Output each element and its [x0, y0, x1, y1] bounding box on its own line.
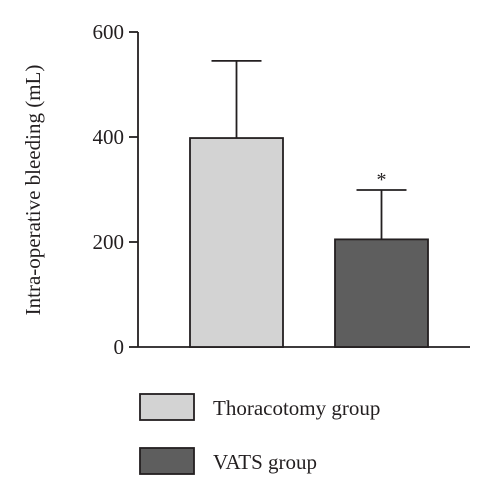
y-tick-label: 0: [114, 335, 125, 359]
bars: *: [189, 59, 429, 348]
y-tick-label: 400: [93, 125, 125, 149]
legend: Thoracotomy group VATS group: [139, 393, 380, 475]
bar: [334, 238, 429, 348]
y-axis-label: Intra-operative bleeding (mL): [21, 65, 45, 316]
legend-label: VATS group: [213, 450, 317, 474]
legend-label: Thoracotomy group: [213, 396, 380, 420]
legend-swatch: [139, 393, 195, 421]
significance-marker: *: [377, 169, 387, 191]
y-tick-label: 200: [93, 230, 125, 254]
bar: [189, 137, 284, 348]
y-tick-label: 600: [93, 20, 125, 44]
legend-swatch: [139, 447, 195, 475]
